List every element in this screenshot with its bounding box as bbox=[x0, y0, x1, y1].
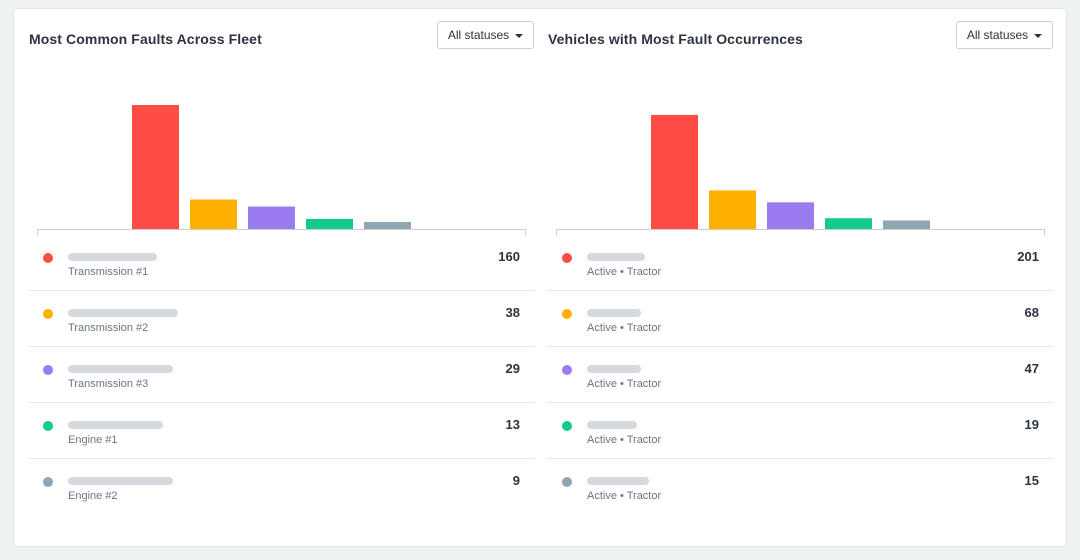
fault-label: Transmission #3 bbox=[68, 378, 149, 390]
redacted-name-placeholder bbox=[68, 253, 157, 261]
fault-label: Transmission #1 bbox=[68, 266, 149, 278]
dashboard-card: Most Common Faults Across Fleet All stat… bbox=[13, 8, 1067, 547]
chart-bar[interactable] bbox=[190, 199, 237, 229]
fault-count: 29 bbox=[505, 361, 520, 376]
chart-axis bbox=[556, 229, 1045, 235]
faults-panel: Most Common Faults Across Fleet All stat… bbox=[28, 9, 534, 539]
vehicle-status: Active • Tractor bbox=[587, 266, 662, 278]
chart-bar[interactable] bbox=[767, 202, 814, 229]
list-item[interactable]: Engine #1 13 bbox=[28, 403, 534, 459]
vehicles-list: Active • Tractor 201 Active • Tractor 68… bbox=[547, 235, 1053, 515]
chart-bar[interactable] bbox=[364, 222, 411, 229]
fault-count: 9 bbox=[512, 473, 520, 488]
chart-bar[interactable] bbox=[306, 218, 353, 229]
fault-label: Transmission #2 bbox=[68, 322, 149, 334]
status-filter-dropdown[interactable]: All statuses bbox=[956, 21, 1053, 49]
redacted-name-placeholder bbox=[68, 365, 173, 373]
list-item[interactable]: Active • Tractor 201 bbox=[547, 235, 1053, 291]
legend-dot bbox=[562, 309, 572, 319]
panel-title: Most Common Faults Across Fleet bbox=[29, 31, 262, 47]
redacted-name-placeholder bbox=[587, 365, 641, 373]
redacted-name-placeholder bbox=[68, 421, 163, 429]
chart-bar[interactable] bbox=[248, 206, 295, 229]
chart-bar[interactable] bbox=[825, 218, 872, 229]
panel-title: Vehicles with Most Fault Occurrences bbox=[548, 31, 803, 47]
vehicle-status: Active • Tractor bbox=[587, 490, 662, 502]
fault-count: 38 bbox=[505, 305, 520, 320]
list-item[interactable]: Transmission #2 38 bbox=[28, 291, 534, 347]
redacted-name-placeholder bbox=[587, 253, 645, 261]
list-item[interactable]: Active • Tractor 68 bbox=[547, 291, 1053, 347]
list-item[interactable]: Active • Tractor 47 bbox=[547, 347, 1053, 403]
fault-label: Engine #2 bbox=[68, 490, 118, 502]
vehicle-status: Active • Tractor bbox=[587, 322, 662, 334]
vehicles-panel: Vehicles with Most Fault Occurrences All… bbox=[547, 9, 1053, 539]
dropdown-label: All statuses bbox=[966, 28, 1029, 42]
faults-list: Transmission #1 160 Transmission #2 38 T… bbox=[28, 235, 534, 515]
vehicle-status: Active • Tractor bbox=[587, 434, 662, 446]
fault-count: 201 bbox=[1017, 249, 1039, 264]
legend-dot bbox=[562, 477, 572, 487]
fault-count: 160 bbox=[498, 249, 520, 264]
legend-dot bbox=[43, 477, 53, 487]
legend-dot bbox=[562, 365, 572, 375]
faults-bar-chart bbox=[37, 105, 526, 235]
fault-count: 15 bbox=[1024, 473, 1039, 488]
chart-bar[interactable] bbox=[132, 105, 179, 229]
legend-dot bbox=[562, 253, 572, 263]
status-filter-dropdown[interactable]: All statuses bbox=[437, 21, 534, 49]
dropdown-label: All statuses bbox=[447, 28, 510, 42]
fault-count: 13 bbox=[505, 417, 520, 432]
caret-down-icon bbox=[515, 33, 524, 38]
legend-dot bbox=[43, 365, 53, 375]
list-item[interactable]: Engine #2 9 bbox=[28, 459, 534, 515]
vehicles-bar-chart bbox=[556, 114, 1045, 235]
chart-bar[interactable] bbox=[709, 190, 756, 229]
redacted-name-placeholder bbox=[68, 477, 173, 485]
fault-count: 47 bbox=[1024, 361, 1039, 376]
legend-dot bbox=[43, 309, 53, 319]
vehicle-status: Active • Tractor bbox=[587, 378, 662, 390]
fault-count: 19 bbox=[1024, 417, 1039, 432]
list-item[interactable]: Active • Tractor 19 bbox=[547, 403, 1053, 459]
list-item[interactable]: Active • Tractor 15 bbox=[547, 459, 1053, 515]
list-item[interactable]: Transmission #3 29 bbox=[28, 347, 534, 403]
chart-bar[interactable] bbox=[651, 114, 698, 229]
caret-down-icon bbox=[1034, 33, 1043, 38]
legend-dot bbox=[562, 421, 572, 431]
chart-bar[interactable] bbox=[883, 220, 930, 229]
redacted-name-placeholder bbox=[587, 477, 649, 485]
legend-dot bbox=[43, 253, 53, 263]
fault-count: 68 bbox=[1024, 305, 1039, 320]
chart-axis bbox=[37, 229, 526, 235]
redacted-name-placeholder bbox=[587, 421, 637, 429]
list-item[interactable]: Transmission #1 160 bbox=[28, 235, 534, 291]
redacted-name-placeholder bbox=[587, 309, 641, 317]
redacted-name-placeholder bbox=[68, 309, 178, 317]
legend-dot bbox=[43, 421, 53, 431]
fault-label: Engine #1 bbox=[68, 434, 118, 446]
